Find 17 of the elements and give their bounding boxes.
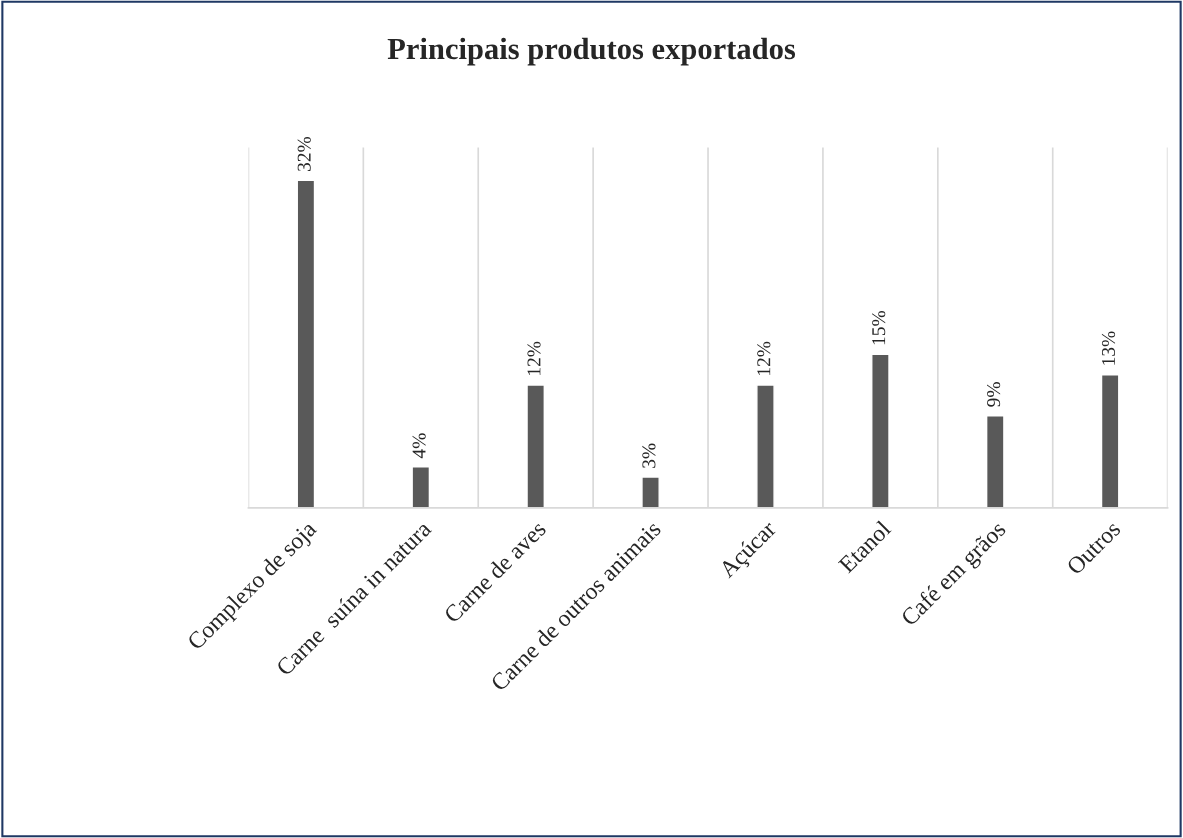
bar [985,415,1005,508]
bar [641,476,660,508]
data-label: 12% [527,341,541,375]
chart-title: Principais produtos exportados [387,37,796,66]
data-label: 12% [757,341,771,375]
bar [526,384,545,508]
bar [871,353,890,508]
data-label: 3% [642,443,656,468]
data-label: 13% [1101,331,1116,365]
data-label: 4% [412,433,426,459]
bar [411,466,431,508]
bar [756,384,775,508]
data-label: 9% [987,382,1001,407]
bar [1100,374,1120,508]
bar [296,179,316,508]
data-label: 32% [297,136,311,171]
data-label: 15% [872,310,886,345]
